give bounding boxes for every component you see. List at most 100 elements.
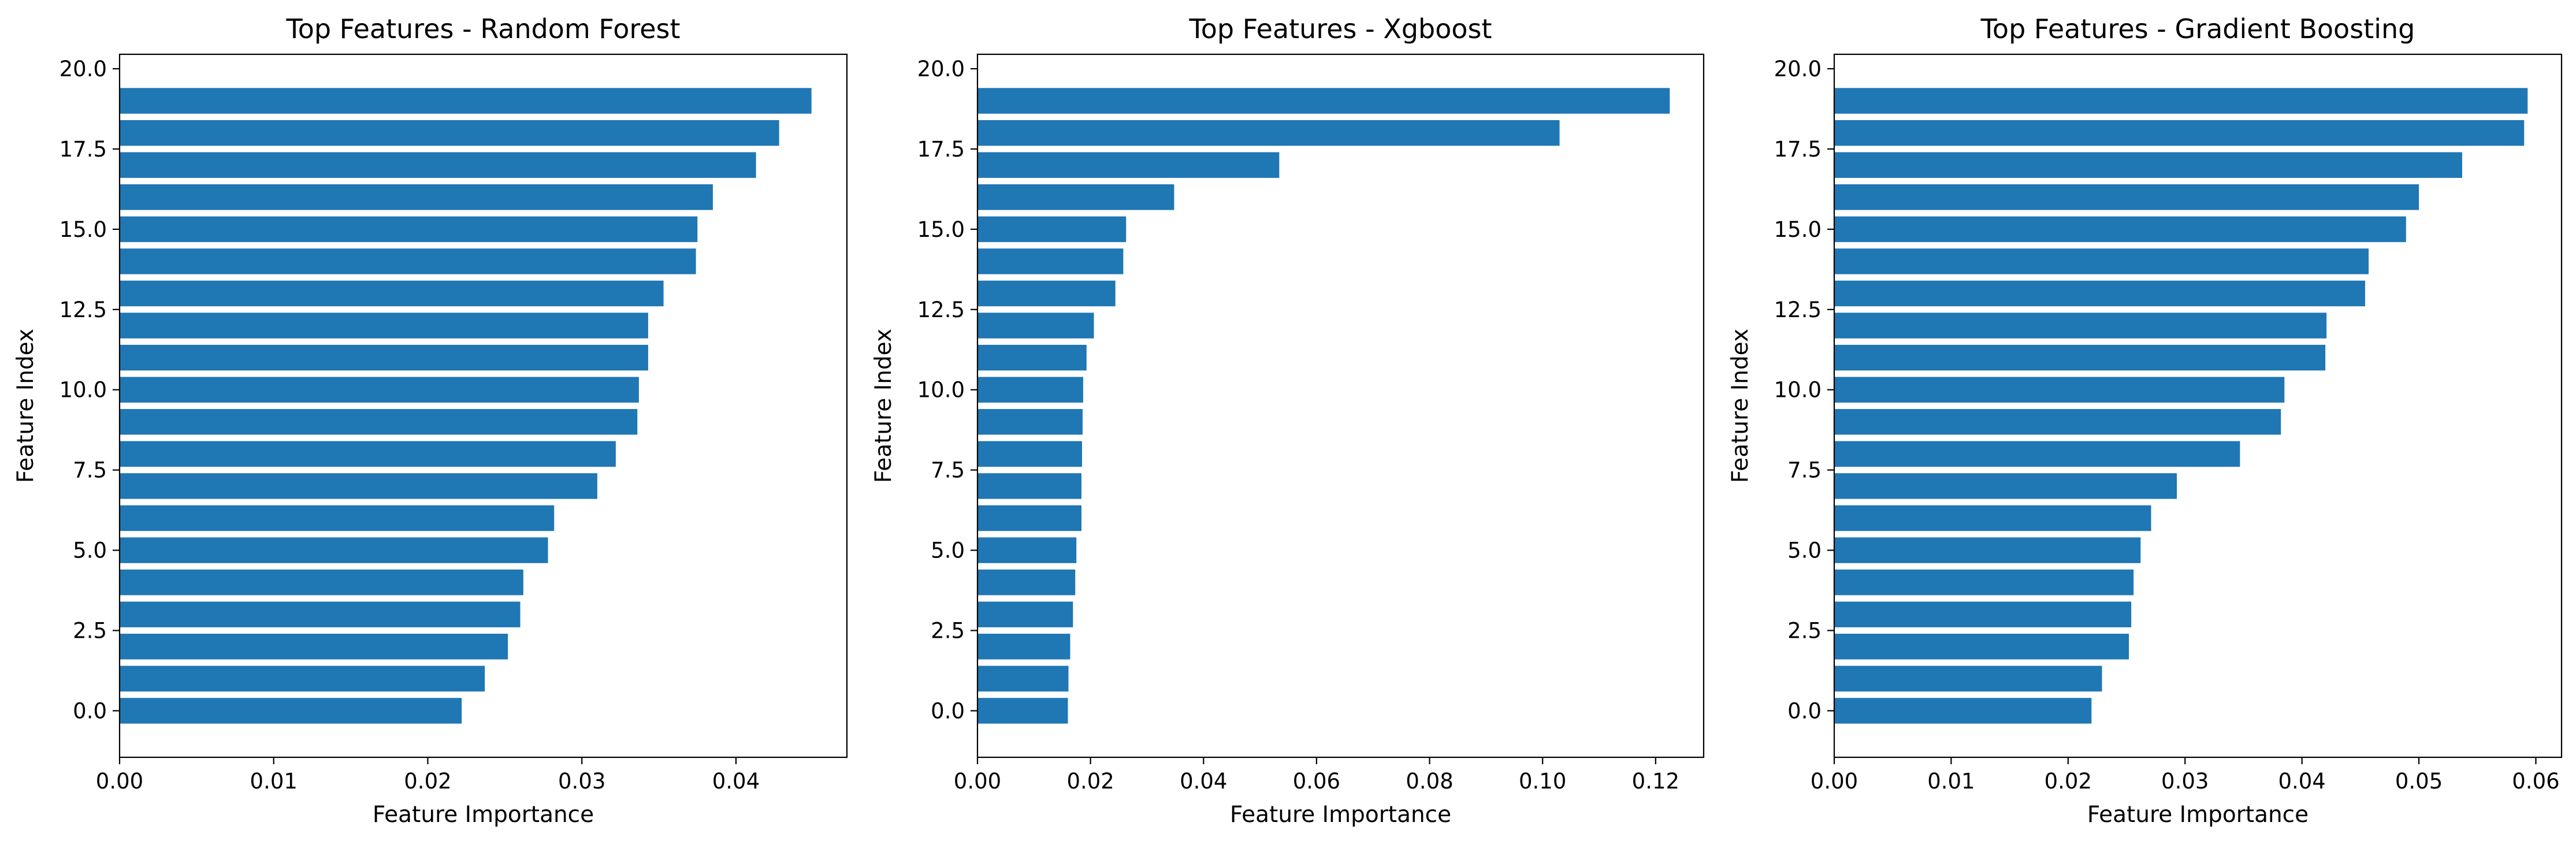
bar — [120, 473, 597, 499]
bar — [977, 152, 1280, 178]
bar — [1834, 601, 2132, 627]
bar — [1834, 569, 2134, 596]
bar — [977, 409, 1083, 435]
x-axis-label: Feature Importance — [373, 802, 594, 828]
bar — [977, 569, 1076, 596]
bar — [120, 698, 462, 724]
x-tick-label: 0.02 — [404, 769, 451, 794]
y-tick-label: 15.0 — [917, 217, 965, 242]
y-tick-label: 10.0 — [1774, 378, 1822, 403]
x-tick-label: 0.03 — [2161, 769, 2209, 794]
y-tick-label: 20.0 — [60, 57, 107, 81]
x-tick-label: 0.04 — [1180, 769, 1227, 794]
chart-panel-2: 0.00 0.02 0.04 0.06 0.08 0.10 0.12 0.0 2.5 5.0 7.5… — [871, 13, 1705, 828]
y-tick-label: 7.5 — [1787, 458, 1822, 483]
bar — [120, 409, 638, 435]
y-tick-label: 5.0 — [1787, 538, 1822, 563]
y-tick-label: 17.5 — [1774, 137, 1822, 162]
x-tick-label: 0.01 — [250, 769, 298, 794]
x-tick-label: 0.10 — [1519, 769, 1566, 794]
y-axis-label: Feature Index — [1727, 329, 1753, 483]
bar — [120, 88, 812, 114]
bar — [120, 634, 508, 660]
bar — [120, 441, 616, 467]
bar — [977, 441, 1082, 467]
bar — [977, 473, 1081, 499]
y-axis-label: Feature Index — [871, 329, 897, 483]
bar — [977, 184, 1174, 210]
axes-frame — [1833, 53, 2563, 758]
x-tick-label: 0.08 — [1406, 769, 1453, 794]
bar — [1834, 216, 2406, 243]
y-tick-label: 7.5 — [73, 458, 107, 483]
bar — [1834, 698, 2092, 724]
x-tick-label: 0.02 — [1066, 769, 1114, 794]
x-axis-label: Feature Importance — [1230, 802, 1451, 828]
bar — [1834, 313, 2327, 339]
bar — [120, 344, 648, 371]
bar — [120, 665, 485, 692]
bar — [977, 88, 1670, 114]
bar — [1834, 634, 2129, 660]
x-tick-label: 0.01 — [1927, 769, 1975, 794]
y-tick-label: 5.0 — [73, 538, 107, 563]
x-tick-label: 0.03 — [558, 769, 605, 794]
bar — [120, 216, 698, 243]
bar — [977, 537, 1077, 563]
chart-panel-3: 0.00 0.01 0.02 0.03 0.04 0.05 0.06 0.0 2.5 5.0 7.5… — [1727, 13, 2563, 828]
y-tick-label: 12.5 — [1774, 297, 1822, 322]
bar — [1834, 441, 2240, 467]
x-tick-label: 0.04 — [712, 769, 760, 794]
y-tick-label: 10.0 — [60, 378, 107, 403]
axes-frame — [976, 53, 1705, 758]
bar — [120, 280, 664, 307]
bar — [120, 152, 756, 178]
bar — [1834, 120, 2525, 146]
bar — [977, 601, 1073, 627]
y-tick-label: 7.5 — [931, 458, 965, 483]
bar — [120, 120, 779, 146]
x-tick-label: 0.00 — [954, 769, 1001, 794]
chart-title: Top Features - Xgboost — [1188, 13, 1492, 44]
x-axis-label: Feature Importance — [2087, 802, 2309, 828]
bar — [1834, 505, 2151, 531]
y-tick-label: 17.5 — [917, 137, 965, 162]
x-tick-label: 0.00 — [96, 769, 143, 794]
y-tick-label: 0.0 — [1787, 698, 1822, 723]
bar — [977, 505, 1081, 531]
bar — [1834, 537, 2141, 563]
bar — [977, 120, 1560, 146]
bar — [120, 537, 548, 563]
x-tick-label: 0.06 — [2512, 769, 2559, 794]
y-tick-label: 15.0 — [1774, 217, 1822, 242]
y-tick-label: 0.0 — [73, 698, 107, 723]
x-tick-label: 0.00 — [1811, 769, 1858, 794]
bar — [1834, 248, 2369, 274]
x-tick-label: 0.05 — [2395, 769, 2443, 794]
y-tick-label: 20.0 — [917, 57, 965, 81]
bar — [1834, 152, 2462, 178]
y-tick-label: 10.0 — [917, 378, 965, 403]
bar — [1834, 280, 2365, 307]
y-tick-label: 12.5 — [917, 297, 965, 322]
chart-title: Top Features - Random Forest — [285, 13, 680, 44]
bar — [977, 665, 1069, 692]
bar — [120, 377, 639, 403]
bar — [977, 634, 1070, 660]
chart-panel-1: 0.00 0.01 0.02 0.03 0.04 0.0 2.5 5.0 7.5 10.0 12.5… — [13, 13, 848, 828]
y-tick-label: 0.0 — [931, 698, 965, 723]
y-tick-label: 12.5 — [60, 297, 107, 322]
y-tick-label: 2.5 — [73, 618, 107, 643]
bar — [977, 216, 1127, 243]
chart-title: Top Features - Gradient Boosting — [1980, 13, 2415, 44]
y-tick-label: 17.5 — [60, 137, 107, 162]
bar — [1834, 377, 2285, 403]
y-tick-label: 15.0 — [60, 217, 107, 242]
bar — [977, 377, 1083, 403]
x-tick-label: 0.04 — [2278, 769, 2325, 794]
bar — [1834, 88, 2528, 114]
bar — [977, 280, 1116, 307]
bar — [120, 313, 648, 339]
y-tick-label: 5.0 — [931, 538, 965, 563]
